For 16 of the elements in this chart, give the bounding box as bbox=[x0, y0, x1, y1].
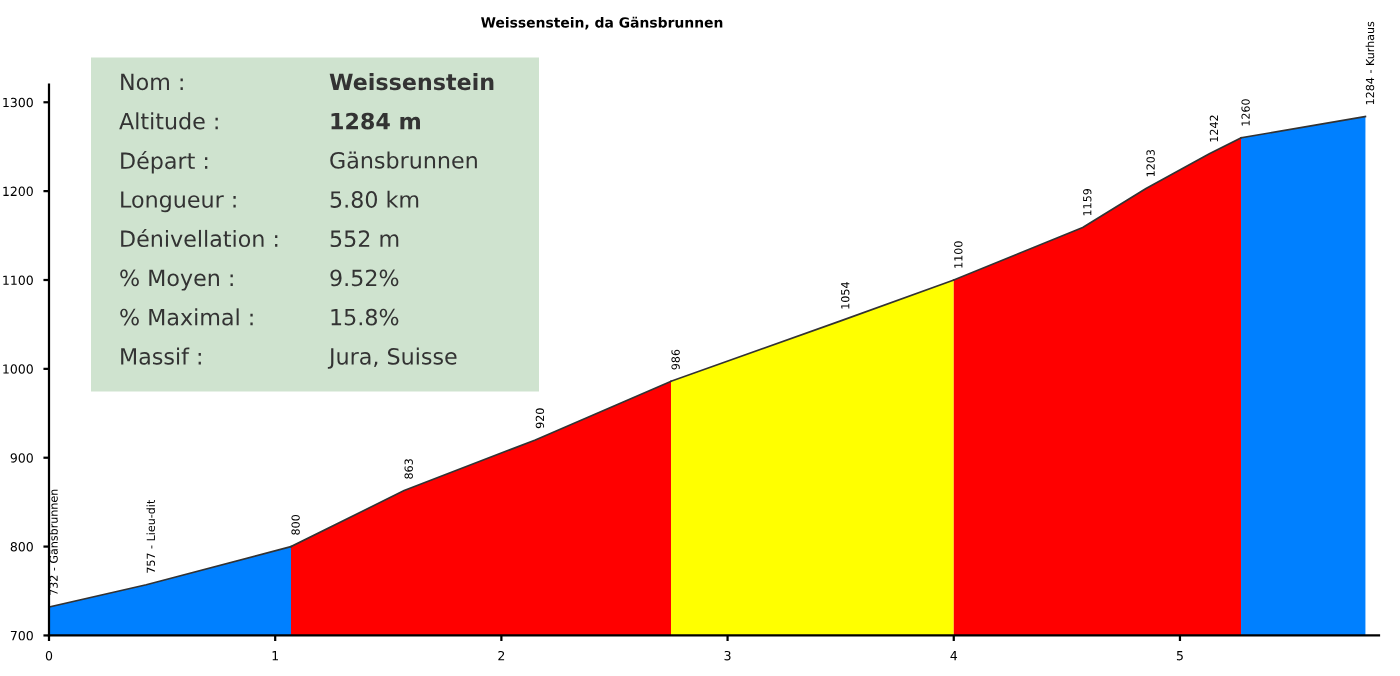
annotation: Départ : bbox=[121, 151, 208, 174]
annotation: Dénivellation : bbox=[121, 229, 278, 248]
annotation: Weissenstein bbox=[329, 73, 494, 91]
annotation: 5.80 km bbox=[330, 190, 419, 208]
annotation: Altitude : bbox=[119, 112, 218, 130]
annotation: 1284 m bbox=[331, 112, 420, 130]
annotation: Nom : bbox=[121, 73, 183, 91]
annotation: Massif : bbox=[121, 347, 201, 365]
annotation: Gänsbrunnen bbox=[330, 151, 477, 169]
annotation: % Maximal : bbox=[120, 308, 253, 326]
annotation: 15.8% bbox=[331, 308, 399, 326]
annotation: 9.52% bbox=[330, 269, 399, 287]
annotation: 552 m bbox=[330, 230, 399, 248]
annotation: Jura, Suisse bbox=[327, 347, 457, 369]
annotation: Longueur : bbox=[121, 191, 236, 213]
annotation: % Moyen : bbox=[120, 269, 233, 291]
